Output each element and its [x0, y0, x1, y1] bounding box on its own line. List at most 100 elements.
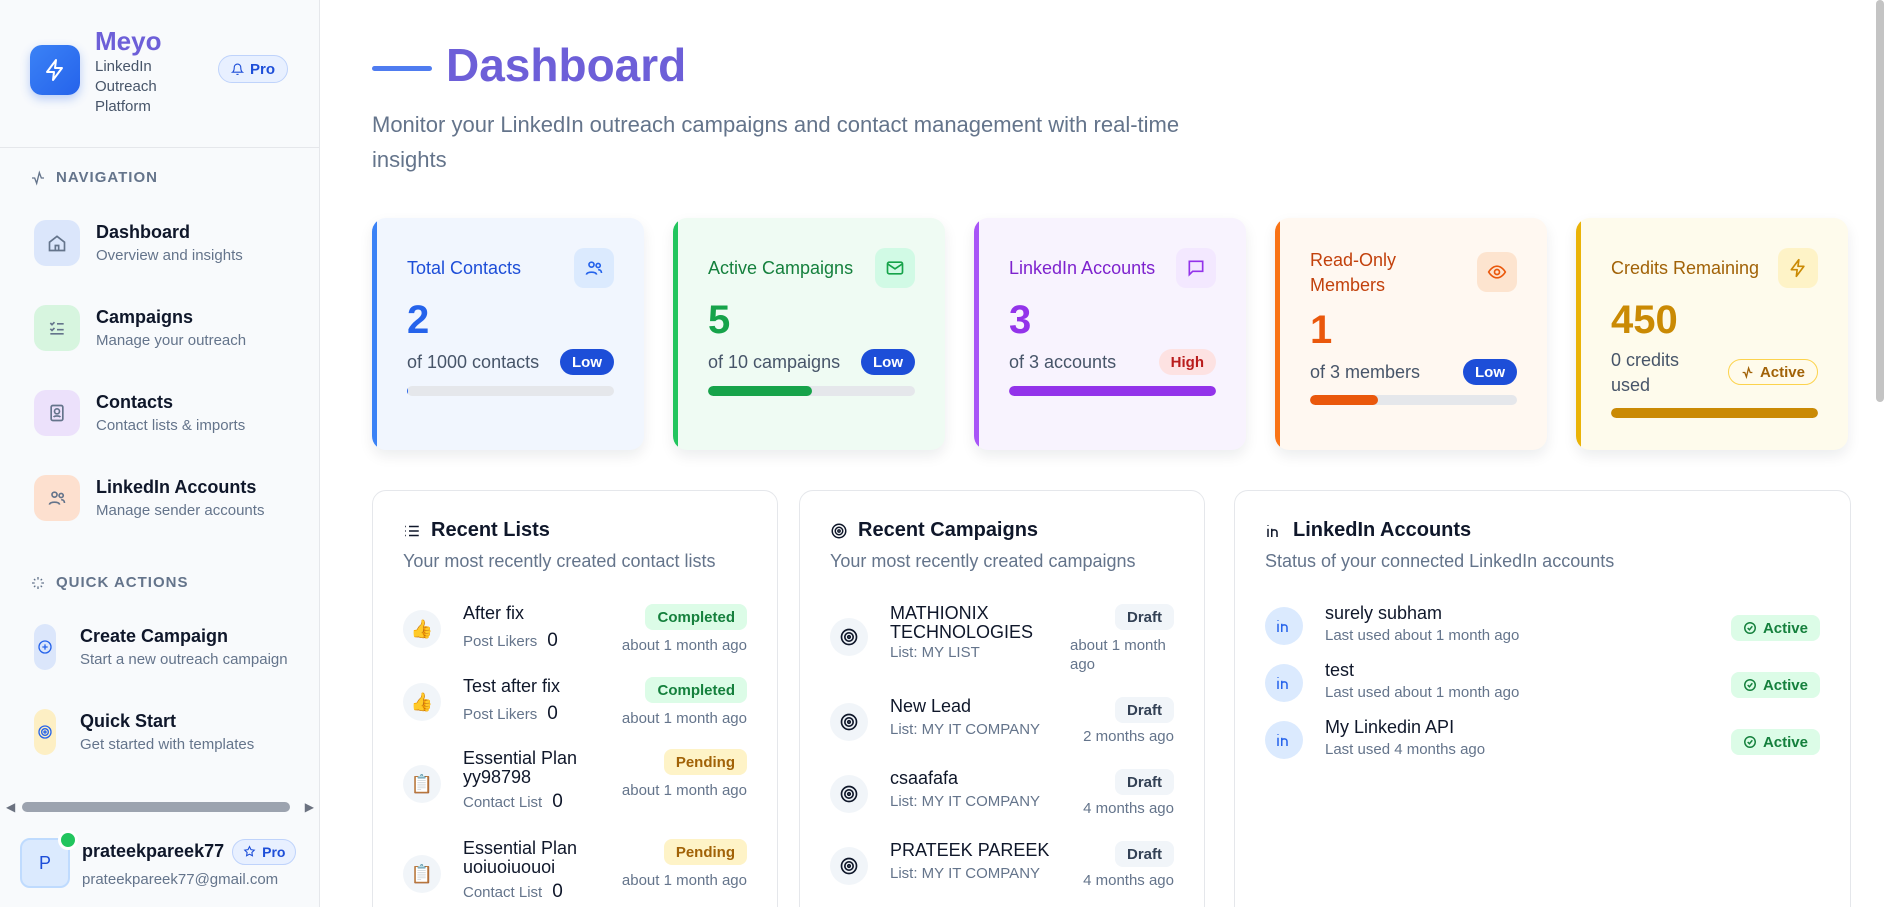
scroll-right-arrow-icon[interactable]: ▶ [304, 800, 314, 814]
status-badge: Pending [663, 749, 747, 775]
mail-icon [875, 248, 915, 288]
stat-label: LinkedIn Accounts [1009, 258, 1156, 278]
list-type: Contact List [463, 884, 543, 901]
account-item[interactable]: test Last used about 1 month ago Active [1265, 661, 1820, 705]
list-item[interactable]: 👍 Test after fix Post Likers 0 Completed … [403, 677, 747, 737]
quick-action-title: Quick Start [80, 711, 177, 731]
sidebar-item-linkedin-accounts[interactable]: LinkedIn Accounts Manage sender accounts [34, 475, 264, 521]
stat-progress-bar [1009, 386, 1216, 396]
stat-value: 1 [1310, 308, 1333, 352]
account-item[interactable]: surely subham Last used about 1 month ag… [1265, 604, 1820, 648]
stat-status-pill: Low [560, 349, 614, 375]
sidebar-item-title: Campaigns [96, 307, 194, 327]
quick-actions-label: QUICK ACTIONS [30, 574, 188, 591]
list-meta: Post Likers 0 [463, 630, 558, 652]
user-pro-badge-label: Pro [262, 843, 286, 860]
campaign-name: MATHIONIX TECHNOLOGIES [890, 603, 1034, 642]
recent-lists-panel: Recent Lists Your most recently created … [372, 490, 778, 907]
stat-status-pill: Low [1463, 359, 1517, 385]
linkedin-icon [1267, 524, 1278, 537]
campaign-list: List: MY IT COMPANY [890, 865, 1041, 882]
quick-actions-label-text: QUICK ACTIONS [56, 574, 189, 591]
account-name: test [1325, 660, 1355, 680]
stat-label: Read-Only Members [1310, 250, 1397, 295]
user-email: prateekpareek77@gmail.com [82, 870, 279, 888]
users-icon [34, 475, 80, 521]
status-badge: Draft [1114, 604, 1174, 630]
main-content: Dashboard Monitor your LinkedIn outreach… [320, 0, 1890, 907]
check-circle-icon [1743, 622, 1756, 634]
bell-icon [231, 63, 244, 75]
list-time: about 1 month ago [621, 710, 747, 727]
account-name: surely subham [1325, 603, 1443, 623]
create-campaign-action[interactable]: Create Campaign Start a new outreach camp… [34, 624, 288, 670]
scrollbar-thumb[interactable] [22, 802, 290, 812]
sidebar-item-subtitle: Overview and insights [96, 247, 243, 264]
sidebar-item-title: Contacts [96, 392, 174, 412]
campaign-name: PRATEEK PAREEK [890, 840, 1050, 860]
home-icon [34, 220, 80, 266]
list-name: Essential Plan uoiuoiuouoi [463, 838, 578, 877]
status-badge-label: Active [1762, 733, 1808, 751]
online-status-dot [58, 830, 78, 850]
avatar[interactable]: P [20, 830, 78, 888]
scroll-left-arrow-icon[interactable]: ◀ [6, 800, 16, 814]
thumbs-up-icon: 👍 [403, 683, 441, 721]
status-badge: Pending [663, 839, 747, 865]
contact-card-icon [34, 390, 80, 436]
campaign-time: 4 months ago [1083, 800, 1174, 817]
stat-card-credits-remaining: Credits Remaining 450 0 credits used Act… [1576, 218, 1848, 450]
list-item[interactable]: 📋 Essential Plan uoiuoiuouoi Contact Lis… [403, 839, 747, 907]
list-time: about 1 month ago [621, 872, 747, 889]
stat-label: Active Campaigns [708, 258, 854, 278]
sidebar-item-subtitle: Manage your outreach [96, 332, 247, 349]
brand-logo[interactable] [30, 45, 80, 95]
list-item[interactable]: 👍 After fix Post Likers 0 Completed about… [403, 604, 747, 664]
page-title: Dashboard [446, 39, 687, 91]
lightning-icon [1778, 248, 1818, 288]
page-vertical-scrollbar[interactable] [1876, 0, 1884, 402]
star-icon [243, 845, 256, 857]
campaign-item[interactable]: PRATEEK PAREEK List: MY IT COMPANY Draft… [830, 841, 1174, 891]
campaign-name: New Lead [890, 696, 972, 716]
campaign-name: csaafafa [890, 768, 959, 788]
list-count: 0 [547, 630, 558, 651]
campaign-time: about 1 month ago [1070, 637, 1166, 673]
stat-value: 2 [407, 298, 430, 342]
campaign-item[interactable]: MATHIONIX TECHNOLOGIES List: MY LIST Dra… [830, 604, 1174, 674]
status-badge-label: Active [1762, 619, 1808, 637]
sidebar-item-title: LinkedIn Accounts [96, 477, 257, 497]
sidebar-item-contacts[interactable]: Contacts Contact lists & imports [34, 390, 245, 436]
progress-fill [1310, 395, 1379, 405]
campaign-item[interactable]: csaafafa List: MY IT COMPANY Draft 4 mon… [830, 769, 1174, 819]
list-meta: Post Likers 0 [463, 703, 558, 725]
panel-title: Recent Campaigns [858, 519, 1039, 541]
quick-action-subtitle: Start a new outreach campaign [80, 651, 288, 668]
sidebar-item-title: Dashboard [96, 222, 191, 242]
target-icon [830, 618, 868, 656]
navigation-label: NAVIGATION [30, 169, 158, 186]
stat-card-read-only-members: Read-Only Members 1 of 3 members Low [1275, 218, 1547, 450]
stat-progress-bar [1611, 408, 1818, 418]
list-item[interactable]: 📋 Essential Plan yy98798 Contact List 0 P… [403, 749, 747, 819]
campaign-item[interactable]: New Lead List: MY IT COMPANY Draft 2 mon… [830, 697, 1174, 747]
stat-status-pill-label: Active [1759, 363, 1805, 381]
progress-fill [1009, 386, 1216, 396]
quick-start-action[interactable]: Quick Start Get started with templates [34, 709, 254, 755]
quick-action-title: Create Campaign [80, 626, 229, 646]
status-badge: Completed [645, 604, 747, 630]
clipboard-icon: 📋 [403, 765, 441, 803]
sidebar-horizontal-scrollbar[interactable]: ◀ ▶ [6, 799, 314, 814]
user-profile[interactable]: P prateekpareek77 Pro prateekpareek77@gm… [20, 830, 297, 888]
check-circle-icon [1743, 736, 1756, 748]
account-name: My Linkedin API [1325, 717, 1455, 737]
status-badge: Active [1730, 615, 1820, 641]
account-item[interactable]: My Linkedin API Last used 4 months ago A… [1265, 718, 1820, 762]
sidebar-item-campaigns[interactable]: Campaigns Manage your outreach [34, 305, 246, 351]
brand-name: Meyo [95, 26, 162, 56]
stat-card-active-campaigns: Active Campaigns 5 of 10 campaigns Low [673, 218, 945, 450]
clipboard-icon: 📋 [403, 855, 441, 893]
sidebar-item-dashboard[interactable]: Dashboard Overview and insights [34, 220, 243, 266]
list-name: After fix [463, 603, 525, 623]
users-icon [574, 248, 614, 288]
